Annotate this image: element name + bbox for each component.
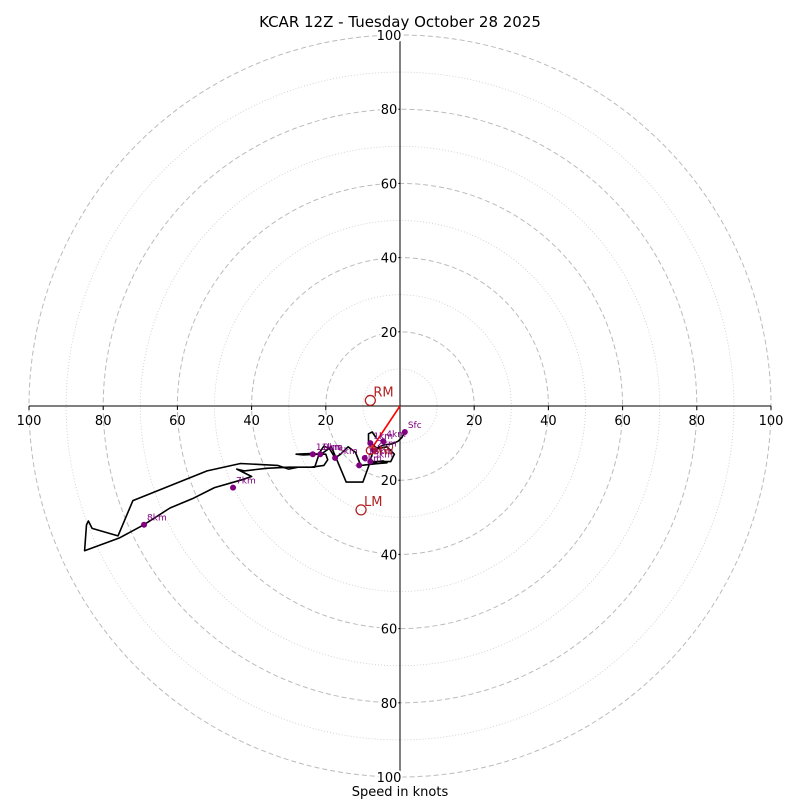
height-marker-dot (332, 454, 339, 461)
height-marker-dot (401, 428, 408, 435)
height-marker-label: 5km (338, 447, 358, 457)
right-mover-label: RM (373, 385, 393, 400)
left-mover-marker (355, 504, 367, 516)
y-tick-label: 60 (381, 623, 398, 638)
x-tick-label: 20 (318, 414, 335, 429)
y-tick-label: 100 (377, 771, 402, 786)
height-marker-dot (141, 521, 148, 528)
height-marker-label: 1km (373, 432, 393, 442)
shear-vector (369, 405, 401, 451)
y-tick-label: 40 (381, 252, 398, 267)
x-tick-label: 20 (466, 414, 483, 429)
mean-wind-marker (365, 445, 375, 456)
height-marker-dot (230, 484, 237, 491)
height-marker-label: 2km (377, 440, 397, 450)
height-marker-label: 7km (236, 477, 256, 487)
height-marker-dot (380, 438, 387, 445)
storm-motion-markers: RM LM MW (355, 385, 394, 516)
height-marker-label: 4km (386, 430, 406, 440)
height-marker-label: 9km (323, 443, 343, 453)
height-marker-dot (361, 454, 368, 461)
height-marker-dot (367, 440, 374, 447)
x-tick-label: 40 (243, 414, 260, 429)
x-axis-label: Speed in knots (352, 785, 449, 800)
height-marker-dot (367, 458, 374, 465)
x-tick-label: 60 (169, 414, 186, 429)
x-tick-label: 100 (759, 414, 784, 429)
wind-trace (83, 431, 406, 552)
height-marker-dot (309, 451, 316, 458)
y-tick-label: 60 (381, 177, 398, 192)
x-tick-label: 80 (95, 414, 112, 429)
x-tick-label: 80 (689, 414, 706, 429)
y-tick-label: 100 (377, 29, 402, 44)
height-marker-dot (317, 451, 324, 458)
x-tick-label: 60 (614, 414, 631, 429)
left-mover-label: LM (364, 495, 382, 510)
y-tick-label: 20 (381, 474, 398, 489)
y-tick-label: 40 (381, 548, 398, 563)
y-tick-label: 80 (381, 103, 398, 118)
y-tick-label: 20 (381, 326, 398, 341)
height-marker-label: 12km (368, 447, 393, 457)
hodograph-line (83, 431, 406, 552)
height-marker-label: 8km (147, 514, 167, 524)
y-tick-label: 80 (381, 697, 398, 712)
x-tick-label: 40 (540, 414, 557, 429)
height-marker-label: Sfc (408, 421, 422, 431)
chart-title: KCAR 12Z - Tuesday October 28 2025 (259, 13, 541, 31)
right-mover-marker (364, 394, 376, 407)
mean-wind-label: MW (373, 445, 393, 458)
shear-vector-line (369, 405, 401, 451)
height-marker-label: 3km (373, 451, 393, 461)
height-marker-label: 11km (316, 443, 341, 453)
height-marker-label: 6km (362, 454, 382, 464)
x-tick-label: 100 (17, 414, 42, 429)
height-marker-dot (356, 462, 363, 469)
tick-labels: 100 80 60 40 20 20 40 60 80 100 100 80 60 40 20 20 40 60 8… (17, 27, 784, 788)
